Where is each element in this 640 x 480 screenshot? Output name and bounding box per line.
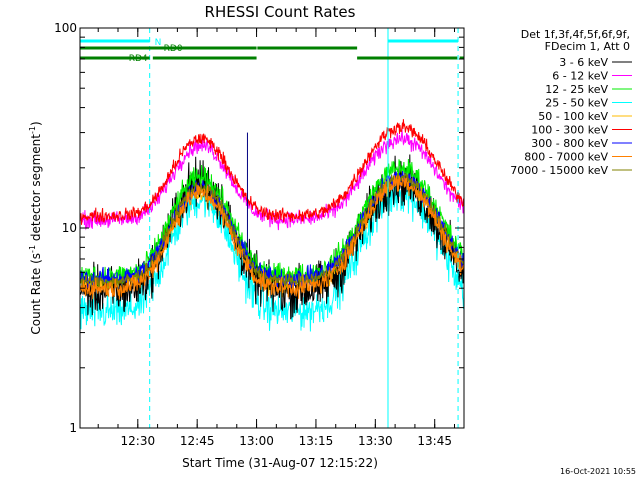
legend: Det 1f,3f,4f,5f,6f,9f, FDecim 1, Att 0 3… xyxy=(510,28,632,177)
x-tick-label: 12:45 xyxy=(180,434,215,448)
legend-label: 3 - 6 keV xyxy=(559,56,608,69)
series-line-7 xyxy=(79,175,465,300)
x-tick-label: 13:00 xyxy=(239,434,274,448)
render-timestamp: 16-Oct-2021 10:55 xyxy=(560,467,636,476)
legend-label: 300 - 800 keV xyxy=(531,137,608,150)
legend-label: 25 - 50 keV xyxy=(545,97,608,110)
band-label-RD0: RD0 xyxy=(164,44,183,54)
x-tick-label: 13:15 xyxy=(299,434,334,448)
legend-label: 6 - 12 keV xyxy=(552,70,608,83)
legend-header-line-2: FDecim 1, Att 0 xyxy=(545,40,630,53)
series-line-5 xyxy=(79,119,465,225)
chart-title: RHESSI Count Rates xyxy=(205,3,356,21)
y-axis-label: Count Rate (s-1 detector segment-1) xyxy=(28,121,43,334)
series-line-1 xyxy=(79,128,465,231)
x-axis-label: Start Time (31-Aug-07 12:15:22) xyxy=(182,456,378,470)
band-label-N: N xyxy=(155,38,162,48)
legend-header-line-1: Det 1f,3f,4f,5f,6f,9f, xyxy=(521,28,630,41)
legend-label: 50 - 100 keV xyxy=(538,110,608,123)
x-tick-label: 13:30 xyxy=(358,434,393,448)
legend-label: 12 - 25 keV xyxy=(545,83,608,96)
legend-label: 100 - 300 keV xyxy=(531,124,608,137)
y-tick-label: 100 xyxy=(54,21,77,35)
y-tick-label: 10 xyxy=(62,221,77,235)
x-tick-label: 13:45 xyxy=(417,434,452,448)
y-axis-ticks: 1 10 100 xyxy=(54,21,464,435)
y-tick-label: 1 xyxy=(69,421,77,435)
legend-label: 7000 - 15000 keV xyxy=(510,164,608,177)
x-tick-label: 12:30 xyxy=(121,434,156,448)
x-axis-ticks: 12:30 12:45 13:00 13:15 13:30 13:45 xyxy=(97,28,455,448)
legend-label: 800 - 7000 keV xyxy=(524,151,608,164)
band-label-RD4: RD4 xyxy=(129,54,148,64)
series-line-3 xyxy=(79,174,465,332)
